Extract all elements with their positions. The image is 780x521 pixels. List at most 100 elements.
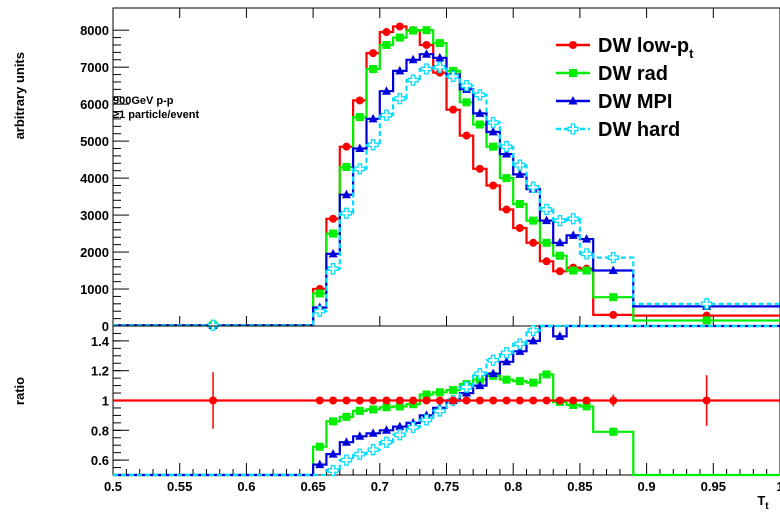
ratio-data-point [395,421,405,431]
main-data-point [420,63,433,75]
main-data-point [475,164,484,173]
ratio-y-axis-title: ratio [12,377,27,405]
main-data-point [369,65,378,74]
main-data-point [329,229,338,238]
ratio-data-point [315,442,324,451]
ratio-data-point [329,417,338,426]
ratio-data-point [502,375,511,384]
main-data-point [488,126,498,136]
ratio-ticks: 0.6 0.8 1 1.2 1.4 0.5 0.55 0.6 0.65 0.7 0.75 0.8 0.8… [91,332,780,494]
ratio-data-point [449,386,458,395]
ratio-data-point [527,324,539,337]
ratio-data-point [542,370,551,379]
ratio-data-point [474,368,486,380]
ratio-data-point [315,396,324,405]
main-data-point [515,224,524,233]
ratio-data-point [515,396,524,405]
legend-entry: DW rad [556,63,668,85]
ratio-data-point [555,331,565,340]
x-axis-title-main: T [757,493,765,508]
main-data-point [580,248,593,260]
main-data-point [555,237,565,247]
main-data-point [502,205,511,214]
main-data-point [382,40,391,49]
ratio-data-point [475,375,484,384]
ratio-data-point [582,396,591,405]
main-data-point [367,139,379,151]
main-data-point [555,267,564,276]
main-data-point [409,26,418,35]
ratio-data-point [369,396,378,405]
main-data-point [395,65,405,75]
main-data-point [435,39,444,48]
ratio-data-point [381,425,391,434]
main-data-point [447,70,459,83]
main-data-point [207,319,219,331]
main-data-point [449,105,458,114]
main-data-point [502,149,512,158]
main-data-point [582,266,591,275]
ratio-data-point [582,402,591,411]
ratio-data-point [369,405,378,414]
legend-marker [569,69,577,77]
ratio-data-point [407,421,419,433]
main-data-point [328,248,338,258]
ratio-data-point [555,396,564,405]
ratio-data-point [487,354,499,366]
ratio-data-point [515,377,524,386]
main-data-point [340,207,353,219]
legend-label-main: DW hard [598,119,680,141]
main-data-point [462,131,471,140]
ratio-data-point [488,368,498,378]
main-data-point [342,163,351,171]
ratio-data-point [329,396,338,405]
ratio-data-point [500,347,513,359]
legend-marker [569,41,577,49]
ratio-data-point [609,396,618,405]
main-data-point [609,310,618,319]
main-data-point [500,141,513,153]
legend-label-main: DW low-p [598,35,689,57]
ratio-data-point [502,396,511,405]
ratio-series-group [113,324,780,477]
main-data-point [394,92,406,105]
x-tick-label: 1 [776,479,780,494]
x-tick-label: 0.55 [167,479,192,494]
ratio-data-point [394,429,406,441]
x-tick-label: 0.85 [567,479,592,494]
main-data-point [702,316,711,325]
main-data-point [314,305,326,317]
main-data-point [475,108,485,117]
ratio-data-point [515,346,525,355]
legend-label-main: DW MPI [598,91,672,113]
main-panel: 0 1000 2000 3000 4000 5000 6000 7000 8000 arbitr… [12,7,780,334]
ratio-data-point [475,380,485,390]
main-data-point [355,143,365,153]
main-data-point [435,52,445,62]
ratio-data-point [514,338,526,350]
main-series-4 [113,61,780,331]
main-data-point [327,263,339,275]
main-y-axis-title: arbitrary units [12,52,27,139]
ratio-data-point [542,396,551,405]
main-y-tick-label: 3000 [80,208,109,223]
main-data-point [489,181,498,190]
x-axis-title: Tt [757,493,769,512]
main-y-tick-label: 6000 [80,97,109,112]
ratio-data-point [355,406,364,415]
main-data-point [382,28,391,37]
main-data-point [422,26,431,35]
main-data-point [567,213,579,225]
ratio-data-point [382,403,391,412]
main-data-point [329,214,338,223]
ratio-y-tick-label: 0.6 [91,453,109,468]
main-data-point [434,61,446,73]
ratio-data-point [342,396,351,405]
x-tick-label: 0.75 [434,479,459,494]
main-data-point [568,230,578,239]
ratio-data-point [475,396,484,405]
x-tick-label: 0.5 [104,479,122,494]
main-data-point [355,96,364,105]
ratio-data-point [340,454,353,466]
